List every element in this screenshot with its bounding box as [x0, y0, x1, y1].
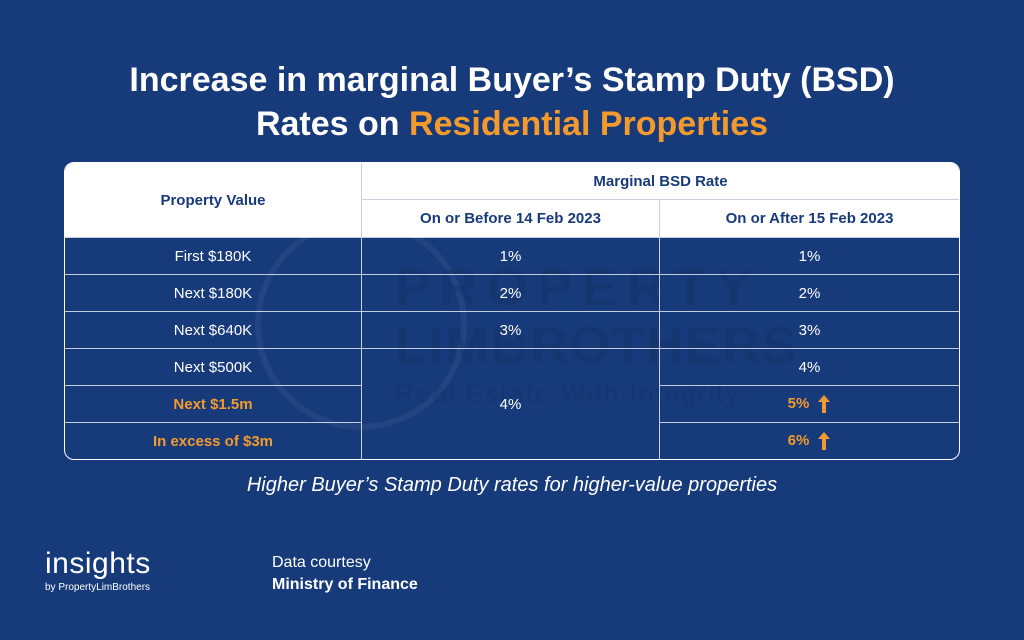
- logo-main-text: insights: [45, 547, 151, 580]
- title-highlight: Residential Properties: [409, 105, 769, 143]
- property-value-cell: Next $500K: [65, 348, 361, 385]
- table-row: In excess of $3m 6%: [65, 422, 959, 459]
- rate-after-cell-highlight: 6%: [659, 422, 959, 459]
- property-value-cell-highlight: In excess of $3m: [65, 422, 361, 459]
- credit-source: Ministry of Finance: [272, 576, 418, 593]
- rate-after-cell: 4%: [659, 348, 959, 385]
- title-line-2: Rates on Residential Properties: [0, 102, 1024, 146]
- header-marginal-bsd-rate: Marginal BSD Rate: [361, 163, 959, 199]
- header-property-value: Property Value: [65, 163, 361, 237]
- table-row: First $180K 1% 1%: [65, 237, 959, 274]
- title-line-2-prefix: Rates on: [255, 105, 410, 143]
- table-row: Next $1.5m 5%: [65, 385, 959, 422]
- property-value-cell: Next $180K: [65, 274, 361, 311]
- property-value-cell: First $180K: [65, 237, 361, 274]
- title-line-1: Increase in marginal Buyer’s Stamp Duty …: [129, 61, 895, 99]
- watermark-line-2: LIMBROTHERS: [395, 317, 799, 375]
- rate-before-cell: 3%: [361, 311, 659, 348]
- table-row: Next $500K 4% 4%: [65, 348, 959, 459]
- watermark-line-3: Real Estate With Integrity: [395, 378, 741, 408]
- rate-after-cell: 2%: [659, 274, 959, 311]
- header-after-date: On or After 15 Feb 2023: [659, 199, 959, 237]
- rate-after-cell-highlight: 5%: [659, 385, 959, 422]
- arrow-up-icon: [818, 432, 831, 450]
- property-value-cell-highlight: Next $1.5m: [65, 385, 361, 422]
- header-before-date: On or Before 14 Feb 2023: [361, 199, 659, 237]
- property-value-cell: Next $640K: [65, 311, 361, 348]
- rate-before-cell: 1%: [361, 237, 659, 274]
- rate-after-cell: 1%: [659, 237, 959, 274]
- rate-before-cell: 2%: [361, 274, 659, 311]
- rate-after-value: 6%: [787, 431, 810, 449]
- watermark: PROPERTY LIMBROTHERS Real Estate With In…: [255, 218, 875, 430]
- credit-label: Data courtesy: [272, 554, 371, 571]
- data-credit: Data courtesy Ministry of Finance: [272, 553, 418, 597]
- table-row: Next $640K 3% 3%: [65, 311, 959, 348]
- arrow-up-icon: [818, 395, 831, 413]
- table-row: Next $180K 2% 2%: [65, 274, 959, 311]
- page-title: Increase in marginal Buyer’s Stamp Duty …: [0, 58, 1024, 146]
- logo-sub-text: by PropertyLimBrothers: [45, 582, 151, 593]
- rate-after-cell: 3%: [659, 311, 959, 348]
- rate-after-value: 5%: [787, 394, 810, 412]
- bsd-rate-table: Property Value Marginal BSD Rate On or B…: [64, 162, 960, 460]
- watermark-line-1: PROPERTY: [395, 259, 762, 317]
- insights-logo: insights by PropertyLimBrothers: [45, 547, 151, 594]
- caption: Higher Buyer’s Stamp Duty rates for high…: [246, 474, 778, 496]
- rate-before-cell-merged: 4%: [361, 348, 659, 459]
